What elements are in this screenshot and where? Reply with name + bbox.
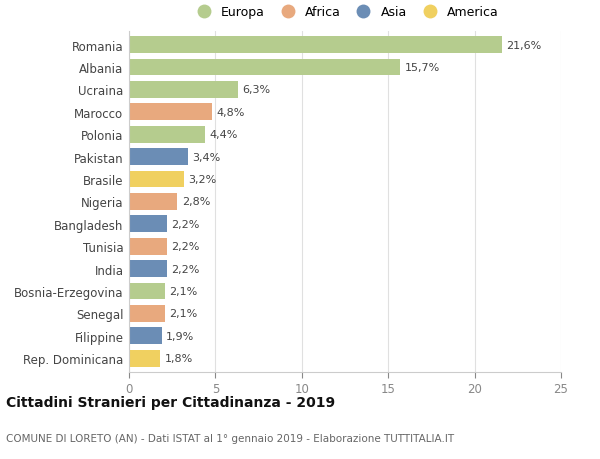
Text: 2,2%: 2,2%: [172, 241, 200, 252]
Text: COMUNE DI LORETO (AN) - Dati ISTAT al 1° gennaio 2019 - Elaborazione TUTTITALIA.: COMUNE DI LORETO (AN) - Dati ISTAT al 1°…: [6, 433, 454, 442]
Text: 2,1%: 2,1%: [170, 309, 198, 319]
Text: 3,4%: 3,4%: [192, 152, 220, 162]
Text: 2,1%: 2,1%: [170, 286, 198, 297]
Bar: [129, 104, 212, 121]
Text: 4,4%: 4,4%: [209, 130, 238, 140]
Bar: [129, 261, 167, 277]
Bar: [129, 37, 502, 54]
Legend: Europa, Africa, Asia, America: Europa, Africa, Asia, America: [191, 6, 499, 19]
Bar: [129, 283, 165, 300]
Bar: [129, 350, 160, 367]
Text: 21,6%: 21,6%: [506, 40, 542, 50]
Text: 2,2%: 2,2%: [172, 219, 200, 230]
Bar: [129, 82, 238, 99]
Bar: [129, 149, 188, 166]
Bar: [129, 238, 167, 255]
Text: 1,9%: 1,9%: [166, 331, 194, 341]
Text: 3,2%: 3,2%: [188, 174, 217, 185]
Text: 15,7%: 15,7%: [404, 63, 440, 73]
Bar: [129, 305, 165, 322]
Bar: [129, 216, 167, 233]
Bar: [129, 194, 178, 210]
Text: 1,8%: 1,8%: [164, 353, 193, 364]
Text: 2,2%: 2,2%: [172, 264, 200, 274]
Text: 6,3%: 6,3%: [242, 85, 271, 95]
Text: Cittadini Stranieri per Cittadinanza - 2019: Cittadini Stranieri per Cittadinanza - 2…: [6, 395, 335, 409]
Bar: [129, 171, 184, 188]
Bar: [129, 60, 400, 76]
Bar: [129, 328, 162, 344]
Text: 4,8%: 4,8%: [216, 107, 245, 118]
Text: 2,8%: 2,8%: [182, 197, 210, 207]
Bar: [129, 127, 205, 143]
